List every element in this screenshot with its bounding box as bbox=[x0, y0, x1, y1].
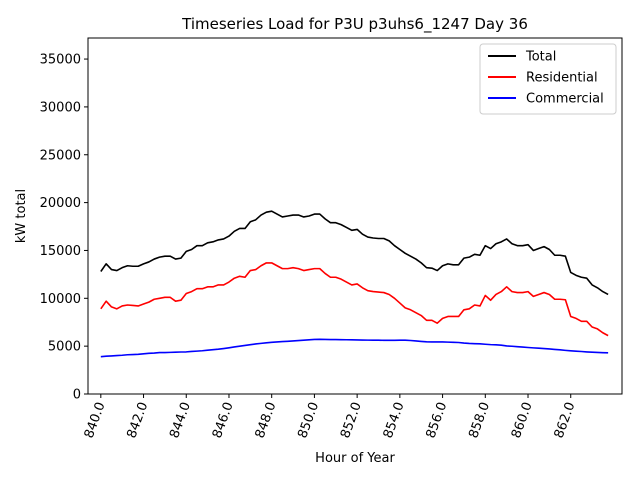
y-axis-ticks: 0 5000 10000 15000 20000 25000 30000 35000 bbox=[40, 53, 88, 403]
y-tick-label: 25000 bbox=[40, 148, 81, 163]
y-tick-label: 5000 bbox=[48, 340, 81, 355]
x-tick-label: 854.0 bbox=[381, 400, 408, 440]
legend: Total Residential Commercial bbox=[479, 43, 617, 115]
x-tick-label: 852.0 bbox=[338, 400, 365, 440]
legend-entry-residential: Residential bbox=[526, 71, 598, 86]
legend-entry-commercial: Commercial bbox=[526, 92, 604, 107]
x-tick-label: 846.0 bbox=[210, 400, 237, 440]
legend-entry-total: Total bbox=[525, 50, 556, 65]
series-line-commercial bbox=[100, 338, 609, 358]
y-tick-label: 30000 bbox=[40, 100, 81, 115]
y-axis-label: kW total bbox=[14, 189, 29, 243]
y-tick-label: 10000 bbox=[40, 292, 81, 307]
y-tick-label: 35000 bbox=[40, 53, 81, 68]
x-tick-label: 844.0 bbox=[167, 400, 194, 440]
x-tick-label: 840.0 bbox=[82, 400, 109, 440]
x-tick-label: 862.0 bbox=[552, 400, 579, 440]
x-axis-label: Hour of Year bbox=[315, 451, 395, 466]
x-tick-label: 858.0 bbox=[466, 400, 493, 440]
x-tick-label: 856.0 bbox=[424, 400, 451, 440]
x-axis-ticks: 840.0 842.0 844.0 846.0 848.0 850.0 852.0 854.0… bbox=[82, 394, 579, 440]
legend-box bbox=[479, 43, 617, 115]
series-line-total bbox=[100, 210, 609, 296]
series-line-residential bbox=[100, 262, 609, 337]
y-tick-label: 15000 bbox=[40, 244, 81, 259]
series-lines bbox=[100, 210, 609, 358]
x-tick-label: 860.0 bbox=[509, 400, 536, 440]
chart-title: Timeseries Load for P3U p3uhs6_1247 Day … bbox=[181, 15, 528, 34]
y-tick-label: 0 bbox=[73, 388, 81, 403]
x-tick-label: 848.0 bbox=[253, 400, 280, 440]
x-tick-label: 850.0 bbox=[295, 400, 322, 440]
plot-frame bbox=[87, 37, 623, 395]
x-tick-label: 842.0 bbox=[124, 400, 151, 440]
y-tick-label: 20000 bbox=[40, 196, 81, 211]
